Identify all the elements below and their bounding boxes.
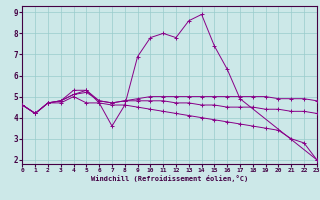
X-axis label: Windchill (Refroidissement éolien,°C): Windchill (Refroidissement éolien,°C) [91, 175, 248, 182]
